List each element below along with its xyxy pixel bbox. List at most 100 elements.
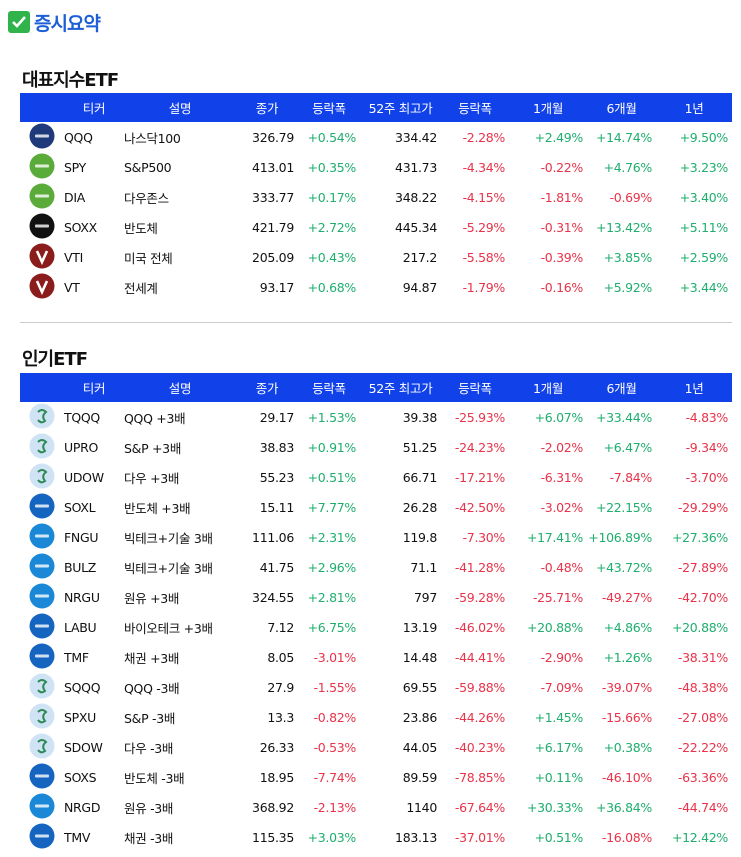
row: UDOW 다우 +3배 55.23 +0.51% 66.71 -17.21% -6.31% -… bbox=[20, 462, 732, 492]
icon-cell bbox=[20, 732, 64, 762]
header-cell: 6개월 bbox=[587, 373, 656, 402]
description: S&P500 bbox=[124, 159, 172, 175]
value-cell: -24.23% bbox=[454, 439, 505, 455]
value-cell: -3.01% bbox=[313, 649, 357, 665]
description: 다우존스 bbox=[124, 190, 169, 206]
header-cell: 티커 bbox=[64, 93, 124, 122]
value-cell: 7.12 bbox=[267, 619, 294, 635]
fund-logo bbox=[29, 703, 55, 728]
value-cell: -44.41% bbox=[454, 649, 505, 665]
value-cell: +0.38% bbox=[603, 739, 653, 755]
value-cell: -27.08% bbox=[677, 709, 728, 725]
value-cell: 93.17 bbox=[259, 279, 295, 295]
description: 채권 -3배 bbox=[124, 830, 174, 846]
description: 나스닥100 bbox=[124, 130, 181, 146]
value-cell: -0.16% bbox=[540, 279, 584, 295]
header-cell: 1개월 bbox=[509, 373, 587, 402]
header-cell: 6개월 bbox=[587, 93, 656, 122]
value-cell: -40.23% bbox=[454, 739, 505, 755]
icon-cell bbox=[20, 432, 64, 462]
header-cell: 종가 bbox=[236, 93, 298, 122]
value-cell: -2.02% bbox=[540, 439, 584, 455]
fund-logo bbox=[29, 463, 55, 488]
row: TQQQ QQQ +3배 29.17 +1.53% 39.38 -25.93% +6.07%… bbox=[20, 402, 732, 432]
value-cell: -0.31% bbox=[540, 219, 584, 235]
header-cell: 등락폭 bbox=[298, 373, 360, 402]
header-row: 티커 설명 종가 등락폭 52주 최고가 등락폭 1개월 6개월 1년 bbox=[20, 93, 732, 122]
description: 바이오테크 +3배 bbox=[124, 620, 213, 636]
row: BULZ 빅테크+기술 3배 41.75 +2.96% 71.1 -41.28% -0.48… bbox=[20, 552, 732, 582]
ticker: VT bbox=[64, 279, 80, 295]
value-cell: 324.55 bbox=[252, 589, 294, 605]
value-cell: 89.59 bbox=[402, 769, 438, 785]
value-cell: 15.11 bbox=[259, 499, 295, 515]
fund-logo bbox=[29, 153, 55, 178]
value-cell: 413.01 bbox=[252, 159, 294, 175]
ticker: DIA bbox=[64, 189, 85, 205]
check-icon bbox=[8, 11, 30, 33]
description: 반도체 bbox=[124, 220, 158, 236]
divider bbox=[20, 322, 732, 323]
icon-cell bbox=[20, 272, 64, 302]
value-cell: 183.13 bbox=[395, 829, 437, 845]
value-cell: +0.68% bbox=[307, 279, 357, 295]
value-cell: +5.11% bbox=[679, 219, 729, 235]
ticker: SQQQ bbox=[64, 679, 101, 695]
value-cell: +1.53% bbox=[307, 409, 357, 425]
value-cell: -1.79% bbox=[462, 279, 506, 295]
value-cell: +20.88% bbox=[671, 619, 728, 635]
value-cell: -42.50% bbox=[454, 499, 505, 515]
fund-logo bbox=[29, 183, 55, 208]
value-cell: -0.48% bbox=[540, 559, 584, 575]
value-cell: +13.42% bbox=[595, 219, 652, 235]
description: S&P +3배 bbox=[124, 440, 182, 456]
description: 반도체 +3배 bbox=[124, 500, 191, 516]
icon-cell bbox=[20, 792, 64, 822]
row: SDOW 다우 -3배 26.33 -0.53% 44.05 -40.23% +6.17% +… bbox=[20, 732, 732, 762]
ticker: QQQ bbox=[64, 129, 93, 145]
value-cell: -42.70% bbox=[677, 589, 728, 605]
row: SOXX 반도체 421.79 +2.72% 445.34 -5.29% -0.31% +13… bbox=[20, 212, 732, 242]
value-cell: -7.84% bbox=[609, 469, 653, 485]
value-cell: +2.59% bbox=[679, 249, 729, 265]
value-cell: +6.07% bbox=[534, 409, 584, 425]
value-cell: 368.92 bbox=[252, 799, 294, 815]
icon-cell bbox=[20, 212, 64, 242]
header-cell: 등락폭 bbox=[298, 93, 360, 122]
value-cell: -59.88% bbox=[454, 679, 505, 695]
fund-logo bbox=[29, 273, 55, 298]
fund-logo bbox=[29, 823, 55, 848]
value-cell: -2.90% bbox=[540, 649, 584, 665]
value-cell: +22.15% bbox=[595, 499, 652, 515]
value-cell: -1.81% bbox=[540, 189, 584, 205]
value-cell: 1140 bbox=[406, 799, 437, 815]
value-cell: -6.31% bbox=[540, 469, 584, 485]
row: NRGU 원유 +3배 324.55 +2.81% 797 -59.28% -25.71% -… bbox=[20, 582, 732, 612]
ticker: SOXL bbox=[64, 499, 96, 515]
value-cell: 205.09 bbox=[252, 249, 294, 265]
value-cell: 38.83 bbox=[259, 439, 295, 455]
value-cell: 797 bbox=[414, 589, 437, 605]
row: DIA 다우존스 333.77 +0.17% 348.22 -4.15% -1.81% -0.… bbox=[20, 182, 732, 212]
value-cell: -0.53% bbox=[313, 739, 357, 755]
etf-table: 티커 설명 종가 등락폭 52주 최고가 등락폭 1개월 6개월 1년 QQQ 나스닥100 326.… bbox=[20, 93, 732, 302]
value-cell: +106.89% bbox=[588, 529, 652, 545]
value-cell: +6.17% bbox=[534, 739, 584, 755]
value-cell: 29.17 bbox=[259, 409, 295, 425]
ticker: SOXS bbox=[64, 769, 97, 785]
header-cell: 종가 bbox=[236, 373, 298, 402]
row: UPRO S&P +3배 38.83 +0.91% 51.25 -24.23% -2.02%… bbox=[20, 432, 732, 462]
value-cell: -7.30% bbox=[462, 529, 506, 545]
value-cell: 13.19 bbox=[402, 619, 438, 635]
value-cell: +14.74% bbox=[595, 129, 652, 145]
value-cell: +43.72% bbox=[595, 559, 652, 575]
icon-cell bbox=[20, 152, 64, 182]
icon-cell bbox=[20, 672, 64, 702]
fund-logo bbox=[29, 243, 55, 268]
description: S&P -3배 bbox=[124, 710, 176, 726]
value-cell: -4.34% bbox=[462, 159, 506, 175]
value-cell: -27.89% bbox=[677, 559, 728, 575]
value-cell: +0.54% bbox=[307, 129, 357, 145]
value-cell: -25.71% bbox=[532, 589, 583, 605]
icon-cell bbox=[20, 612, 64, 642]
